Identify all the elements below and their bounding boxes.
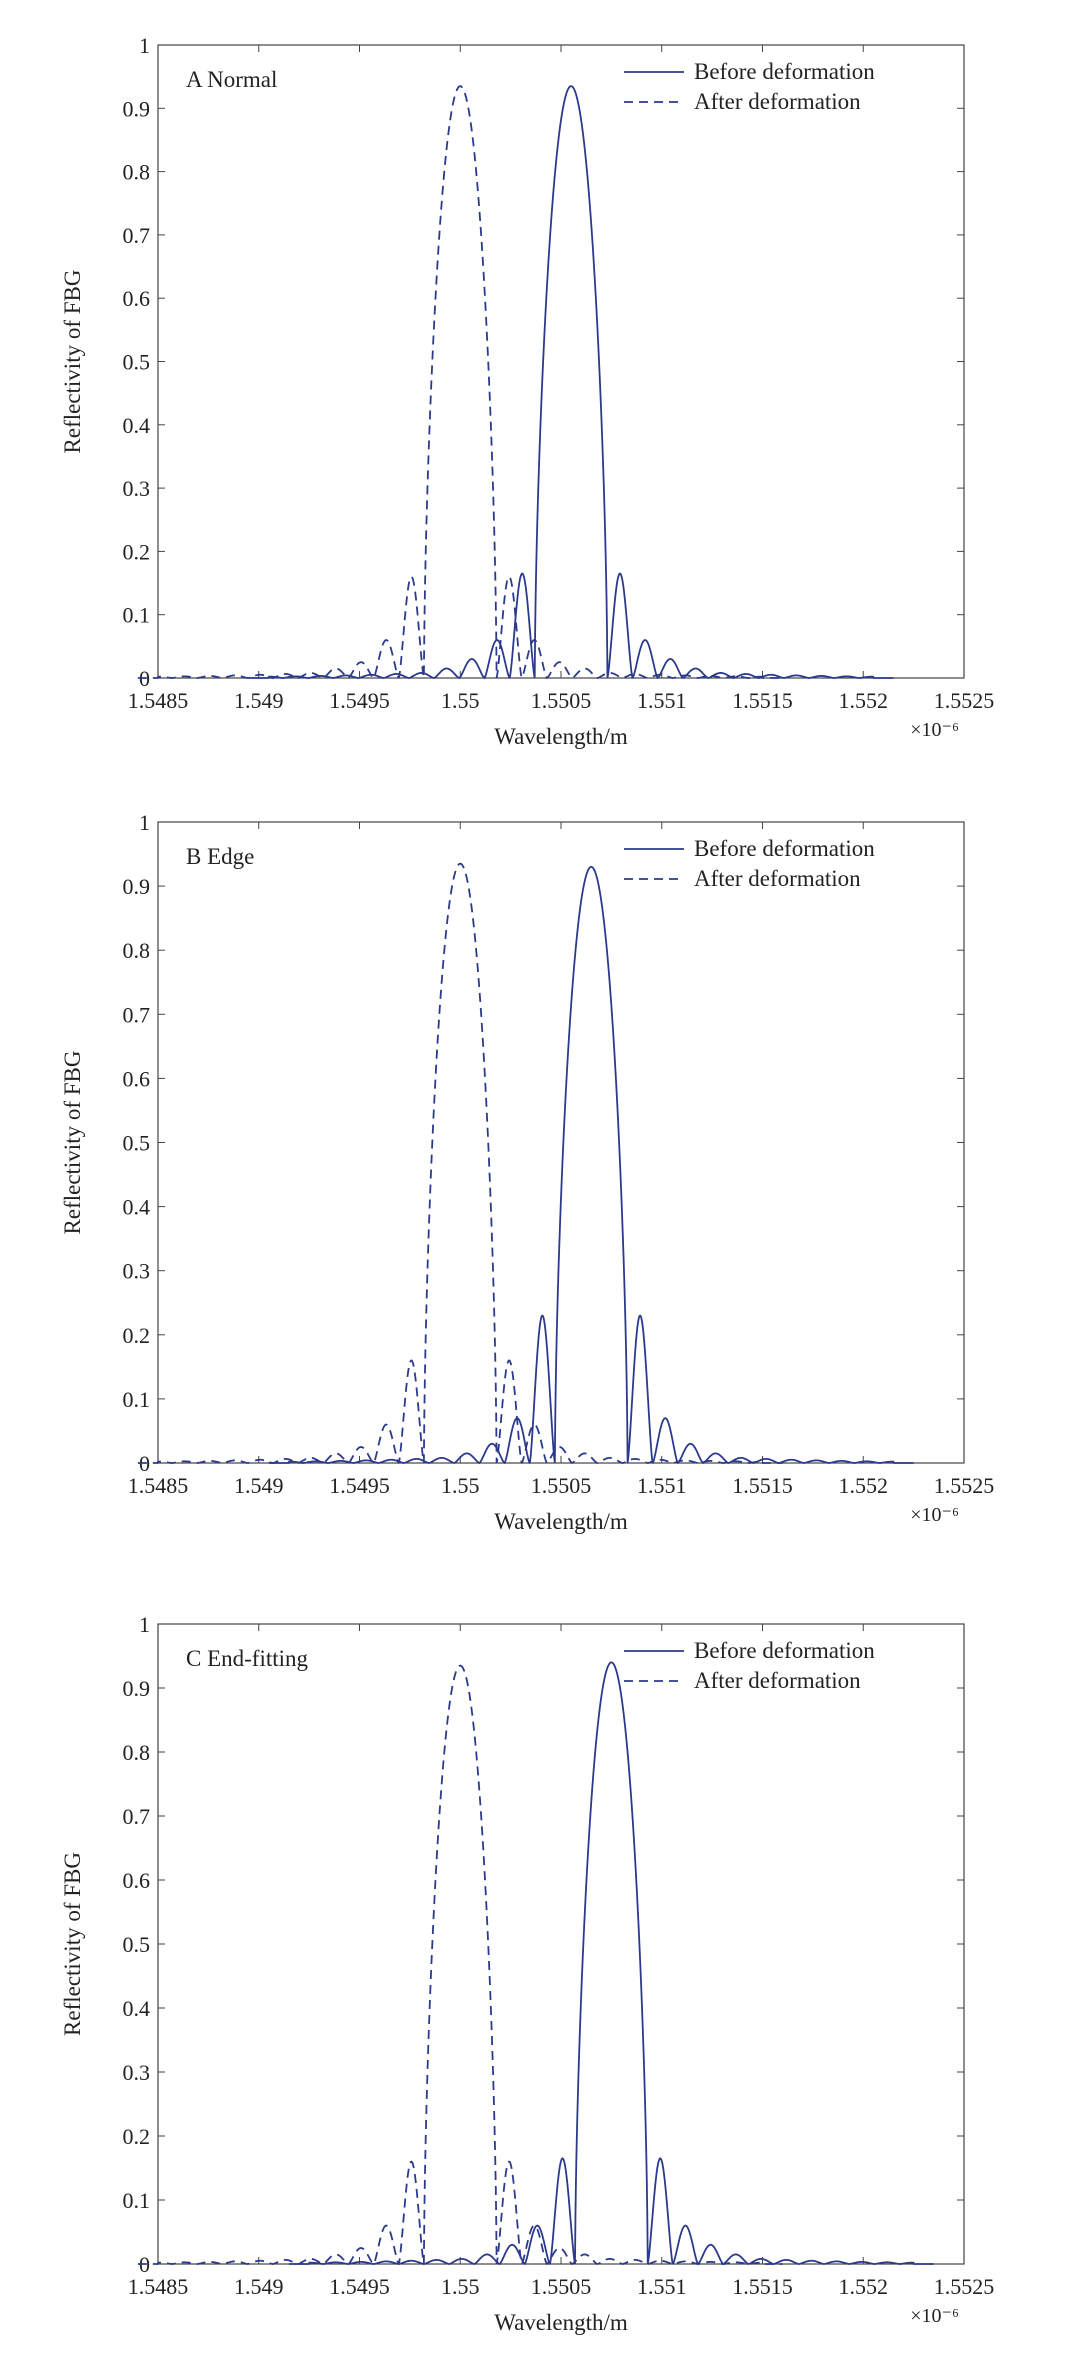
panel-label: A Normal <box>186 67 277 92</box>
y-tick-label: 0.8 <box>123 938 151 963</box>
chart-panel-1: 1.5485 1.549 1.5495 1.55 1.5505 1.551 1.5515 1.… <box>60 33 994 749</box>
x-tick-label: 1.5515 <box>732 688 793 713</box>
x-tick-label: 1.5525 <box>934 688 995 713</box>
y-tick-label: 1 <box>139 33 150 58</box>
x-tick-label: 1.5485 <box>128 1473 189 1498</box>
x-tick-label: 1.551 <box>637 688 687 713</box>
y-tick-label: 0.9 <box>123 96 151 121</box>
y-tick-label: 0.3 <box>123 2060 151 2085</box>
x-tick-label: 1.5525 <box>934 2274 995 2299</box>
x-tick-label: 1.55 <box>441 2274 480 2299</box>
y-tick-label: 1 <box>139 1612 150 1637</box>
y-tick-label: 0.9 <box>123 874 151 899</box>
y-tick-label: 0.4 <box>123 1195 151 1220</box>
x-tick-label: 1.551 <box>637 2274 687 2299</box>
y-axis-label: Reflectivity of FBG <box>60 270 85 454</box>
y-tick-label: 0.1 <box>123 1387 151 1412</box>
legend-entry: After deformation <box>694 89 861 114</box>
y-tick-label: 0.5 <box>123 350 151 375</box>
x-axis-label: Wavelength/m <box>494 724 628 749</box>
x-tick-label: 1.549 <box>234 688 284 713</box>
series-line-after <box>137 862 783 1465</box>
y-tick-label: 0.8 <box>123 1740 151 1765</box>
legend-entry: Before deformation <box>694 1638 875 1663</box>
x-exponent-label: ×10⁻⁶ <box>910 2305 959 2327</box>
x-tick-label: 1.5485 <box>128 2274 189 2299</box>
legend: Before deformation After deformation <box>624 59 875 114</box>
y-tick-label: 0.7 <box>123 1002 151 1027</box>
y-tick-label: 0.8 <box>123 160 151 185</box>
legend: Before deformation After deformation <box>624 836 875 891</box>
chart-panel-3: 1.5485 1.549 1.5495 1.55 1.5505 1.551 1.5515 1.… <box>60 1612 994 2335</box>
legend-entry: After deformation <box>694 866 861 891</box>
y-tick-label: 0.4 <box>123 413 151 438</box>
x-tick-label: 1.5505 <box>531 2274 592 2299</box>
x-tick-label: 1.5505 <box>531 1473 592 1498</box>
x-tick-label: 1.552 <box>839 1473 889 1498</box>
legend-entry: Before deformation <box>694 59 875 84</box>
x-exponent-label: ×10⁻⁶ <box>910 719 959 741</box>
plot-frame <box>157 44 965 679</box>
y-tick-label: 0.7 <box>123 223 151 248</box>
series-line-before <box>288 1661 934 2266</box>
y-tick-label: 0.2 <box>123 2124 151 2149</box>
x-tick-label: 1.55 <box>441 688 480 713</box>
series-line-after <box>137 1664 783 2266</box>
panel-label: C End-fitting <box>186 1646 309 1671</box>
legend-entry: After deformation <box>694 1668 861 1693</box>
x-tick-label: 1.551 <box>637 1473 687 1498</box>
y-tick-label: 0.6 <box>123 1066 151 1091</box>
x-tick-label: 1.5485 <box>128 688 189 713</box>
series-line-before <box>268 865 914 1465</box>
chart-panel-2: 1.5485 1.549 1.5495 1.55 1.5505 1.551 1.5515 1.… <box>60 810 994 1534</box>
y-tick-label: 0.6 <box>123 286 151 311</box>
legend-entry: Before deformation <box>694 836 875 861</box>
y-tick-label: 0.1 <box>123 603 151 628</box>
x-tick-label: 1.549 <box>234 2274 284 2299</box>
x-tick-label: 1.55 <box>441 1473 480 1498</box>
x-tick-label: 1.5495 <box>329 688 390 713</box>
y-tick-label: 0.9 <box>123 1676 151 1701</box>
series-line-before <box>248 85 894 680</box>
y-tick-label: 0.5 <box>123 1131 151 1156</box>
y-tick-label: 0.5 <box>123 1932 151 1957</box>
x-tick-label: 1.549 <box>234 1473 284 1498</box>
x-tick-label: 1.552 <box>839 2274 889 2299</box>
series-line-after <box>137 85 783 680</box>
plot-frame <box>157 821 965 1464</box>
x-tick-label: 1.552 <box>839 688 889 713</box>
y-tick-label: 0.2 <box>123 1323 151 1348</box>
y-axis-label: Reflectivity of FBG <box>60 1852 85 2036</box>
y-tick-label: 0.3 <box>123 1259 151 1284</box>
legend: Before deformation After deformation <box>624 1638 875 1693</box>
x-axis-label: Wavelength/m <box>494 1509 628 1534</box>
y-tick-label: 0.4 <box>123 1996 151 2021</box>
x-tick-label: 1.5525 <box>934 1473 995 1498</box>
x-tick-label: 1.5505 <box>531 688 592 713</box>
y-tick-label: 0.2 <box>123 539 151 564</box>
y-tick-label: 0.6 <box>123 1868 151 1893</box>
x-exponent-label: ×10⁻⁶ <box>910 1504 959 1526</box>
y-tick-label: 0.3 <box>123 476 151 501</box>
y-axis-label: Reflectivity of FBG <box>60 1051 85 1235</box>
x-axis-label: Wavelength/m <box>494 2310 628 2335</box>
plot-frame <box>157 1623 965 2265</box>
x-tick-label: 1.5495 <box>329 2274 390 2299</box>
y-tick-label: 1 <box>139 810 150 835</box>
y-tick-label: 0.7 <box>123 1804 151 1829</box>
x-tick-label: 1.5495 <box>329 1473 390 1498</box>
y-tick-label: 0.1 <box>123 2188 151 2213</box>
x-tick-label: 1.5515 <box>732 1473 793 1498</box>
panel-label: B Edge <box>186 844 254 869</box>
x-tick-label: 1.5515 <box>732 2274 793 2299</box>
